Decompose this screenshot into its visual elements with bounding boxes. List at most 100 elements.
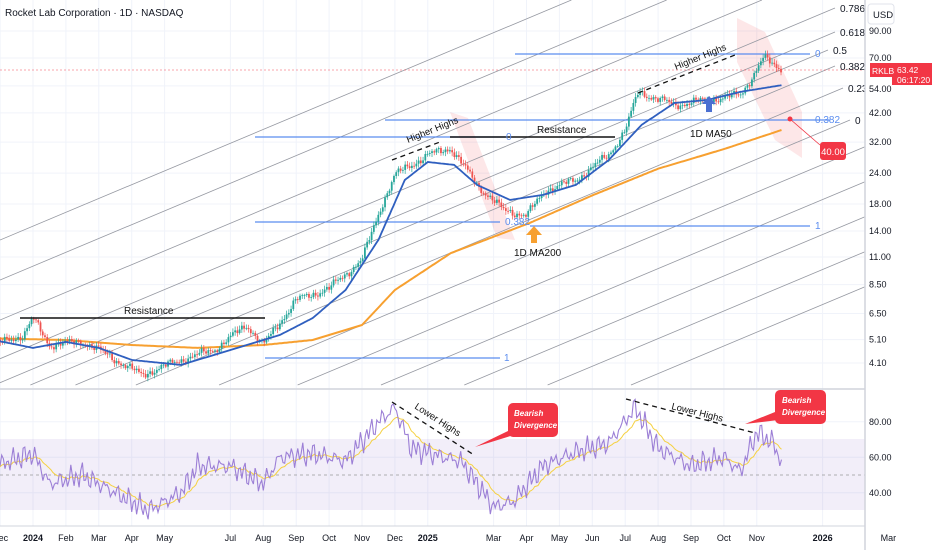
fib-channel-label: 0 [855,116,861,127]
ma50-path [0,84,782,366]
fib-channel-label: 0.5 [833,46,847,57]
candle-body [193,354,196,358]
time-tick: Nov [354,533,371,543]
rsi-tick: 80.00 [869,417,892,427]
currency-button[interactable] [867,3,895,25]
candle-body [321,292,324,294]
candle-body [366,241,369,248]
fib-channel-label: 0.382 [840,62,865,73]
candle-body [574,180,577,182]
candle-body [715,98,718,102]
price-tick: 54.00 [869,84,892,94]
candle-body [464,164,467,166]
candle-body [79,341,82,346]
candle-body [140,371,143,374]
candle-body [648,97,650,99]
candle-body [408,166,411,168]
candle-body [375,221,377,226]
chart-title: Rocket Lab Corporation · 1D · NASDAQ [5,8,184,19]
fib-retracement-label: 1 [815,221,821,232]
time-tick: Oct [322,533,337,543]
candle-body [666,99,668,101]
candle-body [270,334,272,336]
candle-body [144,373,147,378]
candle-body [460,156,462,164]
candle-body [211,351,214,352]
price-tick: 18.00 [869,199,892,209]
candle-body [422,160,424,164]
candle-body [355,266,357,268]
candle-body [325,286,328,290]
price-axis[interactable] [865,0,932,550]
fib-channel-line [464,216,866,386]
fib-channel-line [0,0,572,241]
candle-body [551,188,554,192]
candle-body [388,190,391,194]
candle-body [117,361,120,364]
candle-body [668,99,671,102]
fib-retracement-levels [0,53,865,359]
candle-body [768,57,771,64]
candle-body [518,213,521,216]
candle-body [19,336,22,341]
candle-body [281,320,284,324]
candle-body [113,359,116,364]
price-badge-countdown: 06:17:20 [897,75,930,85]
candle-body [372,225,375,232]
candle-body [39,322,42,332]
candle-body [634,97,637,103]
candle-body [516,213,518,218]
candle-body [457,155,460,157]
candle-body [247,327,250,330]
candle-body [55,344,58,350]
candle-body [240,325,243,330]
candle-body [332,279,335,286]
candle-body [334,279,337,281]
candle-body [312,292,315,298]
candle-body [419,160,422,164]
candle-body [428,152,431,154]
candle-body [189,356,192,359]
candle-body [509,209,512,212]
candle-body [276,327,279,330]
candle-body [576,180,579,182]
candle-body [771,62,773,64]
price-tick: 42.00 [869,108,892,118]
candle-body [670,101,673,104]
candle-body [305,293,308,296]
candle-body [607,154,610,159]
candle-body [299,295,301,300]
candle-body [614,146,617,151]
projection-zone-2025-feb [450,112,515,240]
annotation-ma200: 1D MA200 [514,248,562,259]
candle-body [663,96,666,101]
candle-body [124,365,127,369]
price-tick: 24.00 [869,168,892,178]
candle-body [21,339,24,341]
candle-body [511,209,514,216]
candle-body [164,364,167,367]
candle-body [135,368,138,371]
candle-body [285,314,288,319]
candle-body [187,358,190,364]
candle-body [75,340,78,345]
candle-body [370,231,373,241]
candle-body [520,215,523,217]
candle-body [317,295,319,297]
candle-body [753,72,756,80]
candle-body [308,293,310,298]
candle-body [122,365,125,366]
candle-body [657,98,659,102]
time-tick: May [551,533,569,543]
candle-body [252,332,254,334]
candle-body [598,159,601,163]
candle-body [218,348,221,353]
candle-body [32,318,35,320]
candle-body [225,342,228,344]
time-tick: Mar [91,533,107,543]
candle-body [377,214,380,222]
candle-body [558,185,561,187]
fib-channel-line [380,181,866,386]
candle-body [162,364,165,366]
